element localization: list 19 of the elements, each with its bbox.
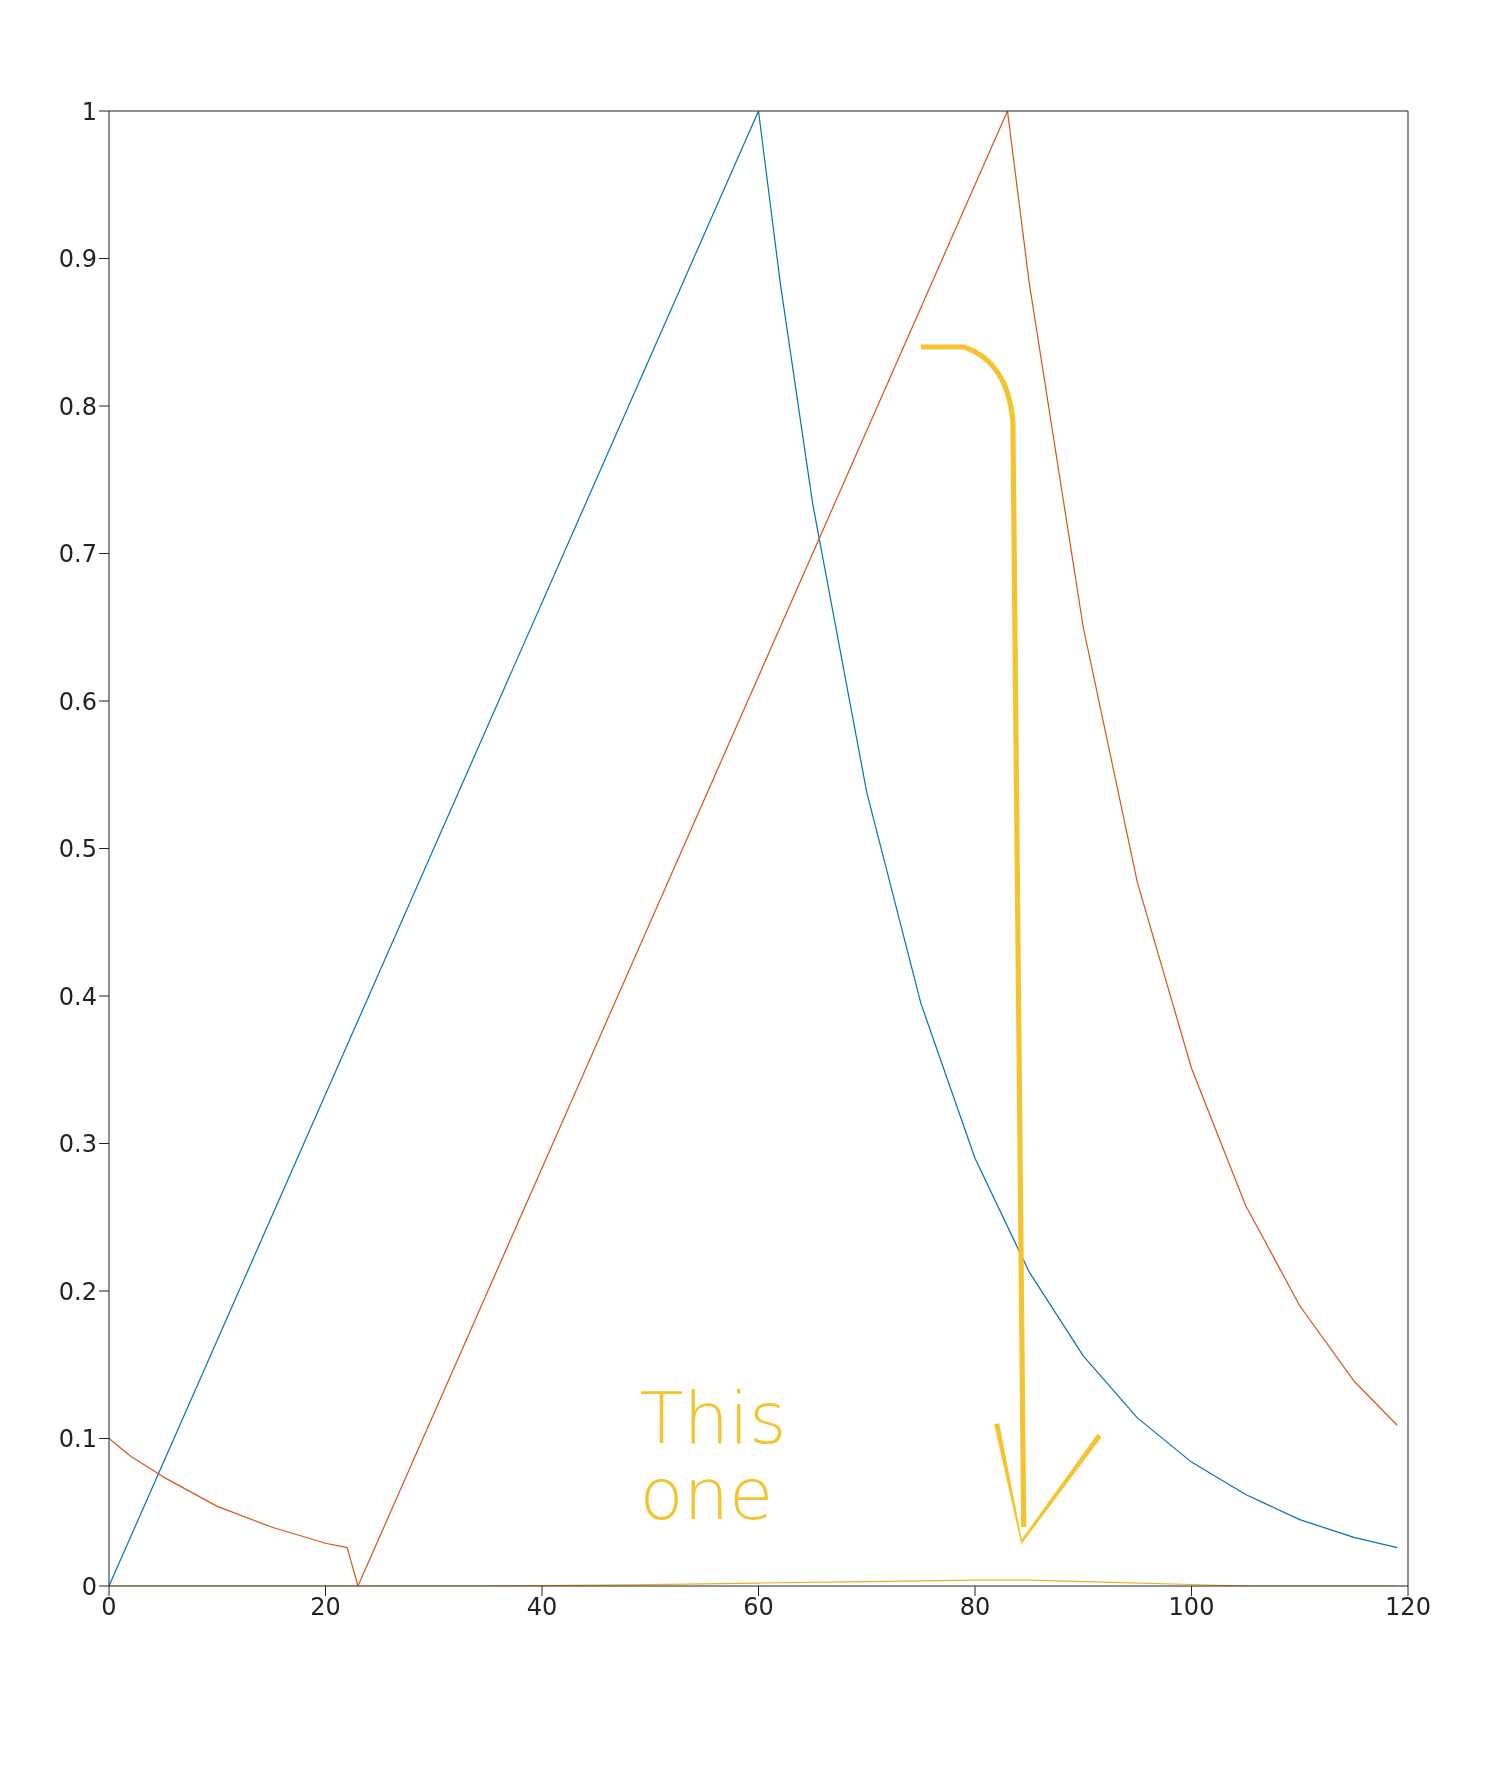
- y-tick-label: 0.3: [58, 1130, 97, 1159]
- x-tick-label: 40: [526, 1593, 558, 1622]
- y-tick-label: 0.2: [58, 1277, 97, 1306]
- y-tick-label: 0.4: [58, 982, 97, 1011]
- x-tick-label: 80: [959, 1593, 991, 1622]
- x-tick-label: 0: [101, 1593, 117, 1622]
- x-tick-label: 100: [1168, 1593, 1215, 1622]
- y-tick-label: 0.1: [58, 1425, 97, 1454]
- y-tick-label: 0: [81, 1572, 97, 1601]
- y-tick-label: 0.9: [58, 245, 97, 274]
- y-tick-label: 0.8: [58, 392, 97, 421]
- y-tick-label: 0.5: [58, 835, 97, 864]
- y-tick-label: 0.7: [58, 540, 97, 569]
- y-tick-label: 0.6: [58, 687, 97, 716]
- annotation: This one: [639, 1375, 788, 1536]
- y-tick-label: 1: [81, 97, 97, 126]
- x-tick-label: 120: [1385, 1593, 1431, 1622]
- x-tick-label: 60: [743, 1593, 774, 1622]
- x-tick-label: 20: [310, 1593, 341, 1622]
